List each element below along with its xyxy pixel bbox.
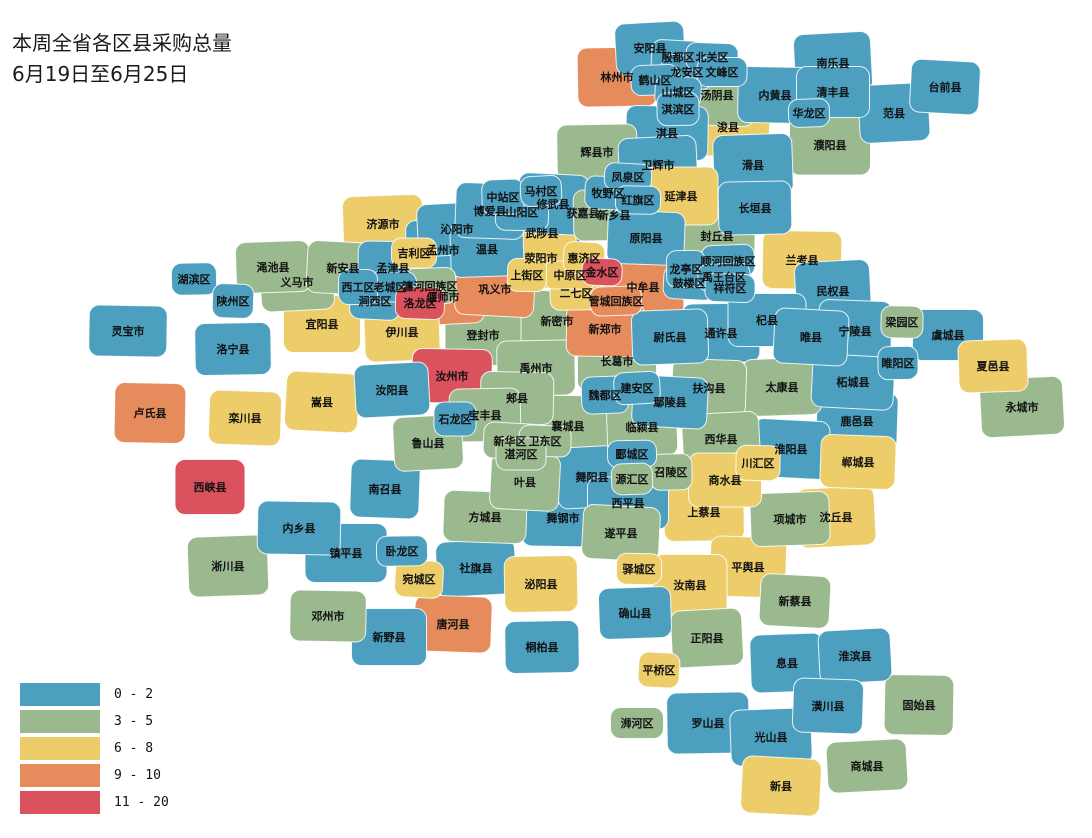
map-region-文峰区[interactable] bbox=[696, 57, 748, 87]
legend: 0 - 2 3 - 5 6 - 8 9 - 10 11 - 20 bbox=[20, 681, 169, 816]
map-region-驿城区[interactable] bbox=[615, 552, 663, 586]
map-region-新蔡县[interactable] bbox=[758, 573, 832, 629]
legend-item: 0 - 2 bbox=[20, 681, 169, 708]
legend-item: 9 - 10 bbox=[20, 762, 169, 789]
map-region-湖滨区[interactable] bbox=[170, 262, 218, 296]
map-region-源汇区[interactable] bbox=[610, 462, 654, 496]
map-region-南召县[interactable] bbox=[349, 458, 421, 520]
map-region-商城县[interactable] bbox=[825, 738, 909, 794]
map-region-正阳县[interactable] bbox=[670, 607, 744, 669]
map-region-确山县[interactable] bbox=[597, 586, 673, 640]
map-region-夏邑县[interactable] bbox=[957, 338, 1029, 394]
map-region-睢阳区[interactable] bbox=[877, 345, 919, 381]
map-region-管城回族区[interactable] bbox=[589, 285, 643, 317]
legend-label: 11 - 20 bbox=[114, 795, 169, 810]
legend-label: 0 - 2 bbox=[114, 687, 154, 702]
map-region-华龙区[interactable] bbox=[787, 98, 831, 128]
map-region-柘城县[interactable] bbox=[810, 353, 896, 411]
legend-swatch-3-5 bbox=[20, 710, 100, 733]
map-region-淅川县[interactable] bbox=[186, 534, 270, 598]
map-region-睢县[interactable] bbox=[772, 307, 850, 367]
map-region-浉河区[interactable] bbox=[610, 707, 664, 739]
map-region-西工区[interactable] bbox=[338, 269, 378, 305]
legend-item: 6 - 8 bbox=[20, 735, 169, 762]
map-region-西峡县[interactable] bbox=[174, 459, 246, 515]
map-region-马村区[interactable] bbox=[519, 174, 563, 208]
map-region-上街区[interactable] bbox=[506, 257, 548, 293]
map-region-石龙区[interactable] bbox=[433, 401, 477, 437]
map-region-平桥区[interactable] bbox=[637, 651, 681, 689]
map-region-潢川县[interactable] bbox=[791, 677, 865, 735]
map-region-金水区[interactable] bbox=[581, 257, 623, 287]
map-region-固始县[interactable] bbox=[883, 674, 955, 736]
map-region-淮滨县[interactable] bbox=[817, 627, 893, 685]
map-region-台前县[interactable] bbox=[909, 58, 981, 116]
map-region-泌阳县[interactable] bbox=[503, 555, 579, 613]
map-region-洛龙区[interactable] bbox=[394, 285, 446, 321]
map-title-line1: 本周全省各区县采购总量 bbox=[12, 31, 232, 55]
legend-label: 3 - 5 bbox=[114, 714, 154, 729]
map-region-尉氏县[interactable] bbox=[630, 308, 710, 366]
legend-label: 9 - 10 bbox=[114, 768, 161, 783]
map-region-淇滨区[interactable] bbox=[656, 91, 700, 127]
legend-item: 11 - 20 bbox=[20, 789, 169, 816]
legend-swatch-0-2 bbox=[20, 683, 100, 706]
legend-swatch-6-8 bbox=[20, 737, 100, 760]
legend-item: 3 - 5 bbox=[20, 708, 169, 735]
map-region-中站区[interactable] bbox=[481, 178, 525, 216]
map-region-梁园区[interactable] bbox=[880, 305, 924, 339]
legend-label: 6 - 8 bbox=[114, 741, 154, 756]
map-region-栾川县[interactable] bbox=[207, 389, 283, 447]
map-region-陕州区[interactable] bbox=[211, 283, 255, 319]
map-region-建安区[interactable] bbox=[613, 370, 661, 406]
map-title-line2: 6月19日至6月25日 bbox=[12, 62, 189, 86]
map-region-川汇区[interactable] bbox=[735, 444, 781, 482]
legend-swatch-9-10 bbox=[20, 764, 100, 787]
map-region-卢氏县[interactable] bbox=[113, 382, 187, 444]
map-region-湛河区[interactable] bbox=[495, 437, 547, 471]
map-region-灵宝市[interactable] bbox=[88, 304, 168, 358]
map-region-卧龙区[interactable] bbox=[375, 535, 429, 567]
map-region-红旗区[interactable] bbox=[614, 185, 662, 215]
map-region-内乡县[interactable] bbox=[256, 500, 342, 556]
map-region-吉利区[interactable] bbox=[391, 237, 437, 269]
map-region-桐柏县[interactable] bbox=[504, 620, 580, 674]
map-region-长垣县[interactable] bbox=[717, 180, 793, 236]
map-region-太康县[interactable] bbox=[741, 356, 823, 418]
map-region-洛宁县[interactable] bbox=[194, 322, 272, 376]
map-region-项城市[interactable] bbox=[749, 490, 831, 548]
map-region-汝阳县[interactable] bbox=[353, 361, 431, 419]
map-region-祥符区[interactable] bbox=[704, 272, 756, 304]
map-region-邓州市[interactable] bbox=[289, 589, 367, 643]
legend-swatch-11-20 bbox=[20, 791, 100, 814]
map-region-嵩县[interactable] bbox=[284, 370, 360, 434]
map-region-新县[interactable] bbox=[740, 755, 822, 817]
map-title: 本周全省各区县采购总量 6月19日至6月25日 bbox=[12, 28, 232, 90]
map-region-郸城县[interactable] bbox=[819, 434, 897, 490]
